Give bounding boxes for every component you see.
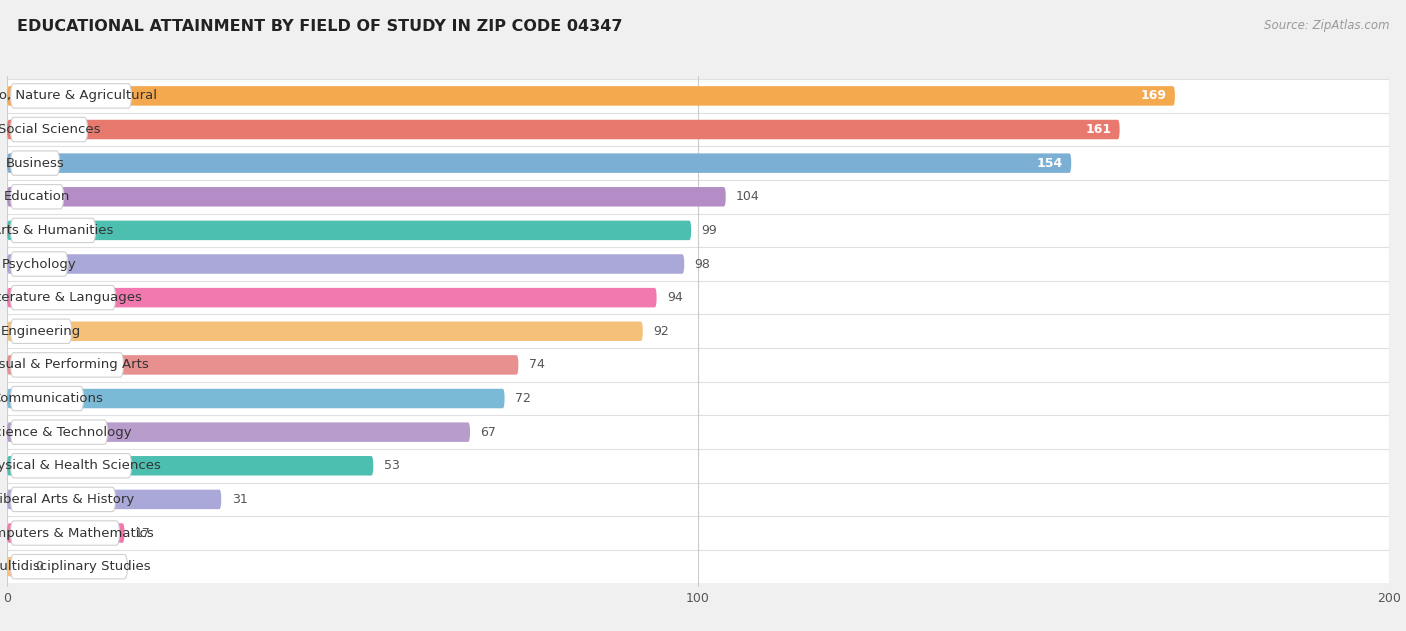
Text: 53: 53	[384, 459, 399, 472]
FancyBboxPatch shape	[7, 389, 505, 408]
Text: EDUCATIONAL ATTAINMENT BY FIELD OF STUDY IN ZIP CODE 04347: EDUCATIONAL ATTAINMENT BY FIELD OF STUDY…	[17, 19, 623, 34]
Text: Engineering: Engineering	[1, 325, 82, 338]
FancyBboxPatch shape	[10, 521, 120, 545]
Text: Physical & Health Sciences: Physical & Health Sciences	[0, 459, 160, 472]
Text: 94: 94	[666, 291, 683, 304]
Text: Liberal Arts & History: Liberal Arts & History	[0, 493, 134, 506]
Text: 0: 0	[35, 560, 42, 573]
Text: Bio, Nature & Agricultural: Bio, Nature & Agricultural	[0, 90, 156, 102]
Text: 92: 92	[654, 325, 669, 338]
Text: Communications: Communications	[0, 392, 103, 405]
Text: 98: 98	[695, 257, 710, 271]
FancyBboxPatch shape	[7, 79, 1389, 113]
Text: Arts & Humanities: Arts & Humanities	[0, 224, 114, 237]
FancyBboxPatch shape	[7, 490, 221, 509]
FancyBboxPatch shape	[10, 353, 124, 377]
Text: Multidisciplinary Studies: Multidisciplinary Studies	[0, 560, 150, 573]
FancyBboxPatch shape	[10, 185, 63, 209]
FancyBboxPatch shape	[7, 281, 1389, 314]
FancyBboxPatch shape	[7, 322, 643, 341]
FancyBboxPatch shape	[10, 218, 96, 242]
FancyBboxPatch shape	[10, 420, 108, 444]
Text: Education: Education	[4, 191, 70, 203]
FancyBboxPatch shape	[7, 153, 1071, 173]
FancyBboxPatch shape	[7, 187, 725, 206]
FancyBboxPatch shape	[7, 382, 1389, 415]
Text: Social Sciences: Social Sciences	[0, 123, 100, 136]
FancyBboxPatch shape	[10, 84, 132, 108]
FancyBboxPatch shape	[7, 146, 1389, 180]
Text: 154: 154	[1036, 156, 1063, 170]
FancyBboxPatch shape	[10, 454, 132, 478]
FancyBboxPatch shape	[10, 319, 72, 343]
FancyBboxPatch shape	[7, 348, 1389, 382]
FancyBboxPatch shape	[7, 557, 24, 576]
Text: 72: 72	[515, 392, 531, 405]
Text: 31: 31	[232, 493, 247, 506]
FancyBboxPatch shape	[10, 117, 87, 142]
Text: 17: 17	[135, 526, 150, 540]
Text: Business: Business	[6, 156, 65, 170]
FancyBboxPatch shape	[10, 252, 67, 276]
FancyBboxPatch shape	[7, 86, 1175, 105]
FancyBboxPatch shape	[10, 151, 59, 175]
FancyBboxPatch shape	[7, 120, 1119, 139]
Text: Visual & Performing Arts: Visual & Performing Arts	[0, 358, 149, 372]
Text: 67: 67	[481, 426, 496, 439]
FancyBboxPatch shape	[7, 415, 1389, 449]
FancyBboxPatch shape	[7, 355, 519, 375]
FancyBboxPatch shape	[7, 288, 657, 307]
Text: Computers & Mathematics: Computers & Mathematics	[0, 526, 153, 540]
FancyBboxPatch shape	[7, 516, 1389, 550]
FancyBboxPatch shape	[7, 180, 1389, 213]
Text: 74: 74	[529, 358, 544, 372]
FancyBboxPatch shape	[10, 555, 128, 579]
FancyBboxPatch shape	[7, 483, 1389, 516]
Text: 104: 104	[737, 191, 759, 203]
FancyBboxPatch shape	[7, 422, 470, 442]
FancyBboxPatch shape	[7, 221, 692, 240]
FancyBboxPatch shape	[7, 113, 1389, 146]
FancyBboxPatch shape	[10, 487, 115, 512]
Text: 161: 161	[1085, 123, 1111, 136]
FancyBboxPatch shape	[10, 285, 115, 310]
Text: Source: ZipAtlas.com: Source: ZipAtlas.com	[1264, 19, 1389, 32]
Text: Psychology: Psychology	[1, 257, 76, 271]
Text: 169: 169	[1140, 90, 1167, 102]
Text: Literature & Languages: Literature & Languages	[0, 291, 142, 304]
FancyBboxPatch shape	[7, 456, 373, 476]
FancyBboxPatch shape	[7, 254, 685, 274]
FancyBboxPatch shape	[7, 449, 1389, 483]
FancyBboxPatch shape	[7, 247, 1389, 281]
FancyBboxPatch shape	[7, 550, 1389, 584]
Text: 99: 99	[702, 224, 717, 237]
FancyBboxPatch shape	[10, 386, 83, 411]
FancyBboxPatch shape	[7, 314, 1389, 348]
FancyBboxPatch shape	[7, 523, 125, 543]
Text: Science & Technology: Science & Technology	[0, 426, 132, 439]
FancyBboxPatch shape	[7, 213, 1389, 247]
